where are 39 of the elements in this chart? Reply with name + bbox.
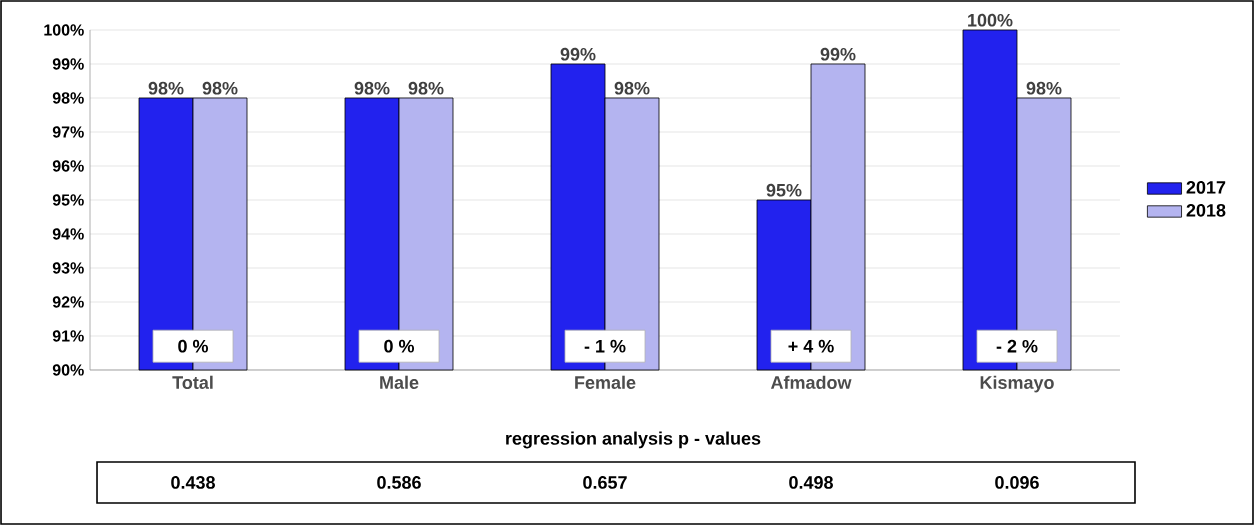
x-tick-label: Female [575, 375, 636, 389]
annotation: - 2 % [996, 339, 1038, 353]
annotation: + 4 % [788, 339, 834, 353]
data-label: 98% [408, 81, 444, 95]
data-label: 98% [148, 81, 184, 95]
y-tick-label: 93% [52, 262, 84, 274]
y-tick-label: 97% [52, 126, 84, 138]
data-label: 98% [354, 81, 390, 95]
x-tick-label: Total [172, 375, 213, 389]
data-label: 99% [820, 47, 856, 61]
y-tick-label: 91% [52, 330, 84, 342]
annotation: - 1 % [584, 339, 626, 353]
text: 0.438 [171, 476, 215, 489]
legend-label: 2017 [1186, 181, 1226, 194]
text: 0.657 [583, 476, 627, 489]
data-label: 98% [614, 81, 650, 95]
y-tick-label: 95% [52, 194, 84, 206]
y-tick-label: 94% [52, 228, 84, 240]
x-tick-label: Afmadow [770, 375, 852, 389]
y-tick-label: 99% [52, 58, 84, 70]
y-tick-label: 92% [52, 296, 84, 308]
y-tick-label: 96% [52, 160, 84, 172]
x-tick-label: Male [380, 375, 419, 389]
legend-label: 2018 [1186, 203, 1226, 217]
text: 0.586 [377, 476, 421, 489]
data-label: 95% [766, 183, 802, 197]
y-tick-label: 90% [52, 364, 84, 376]
text: regression analysis p - values [506, 431, 761, 449]
data-label: 98% [202, 81, 238, 95]
text: 0.498 [789, 476, 833, 489]
annotation: 0 % [178, 339, 209, 353]
y-tick-label: 100% [44, 24, 84, 36]
data-label: 100% [968, 13, 1013, 27]
y-tick-label: 98% [52, 92, 84, 104]
data-label: 99% [560, 47, 596, 61]
data-label: 98% [1026, 81, 1062, 95]
x-tick-label: Kismayo [980, 375, 1054, 393]
text: 0.096 [995, 476, 1039, 489]
annotation: 0 % [384, 339, 415, 353]
